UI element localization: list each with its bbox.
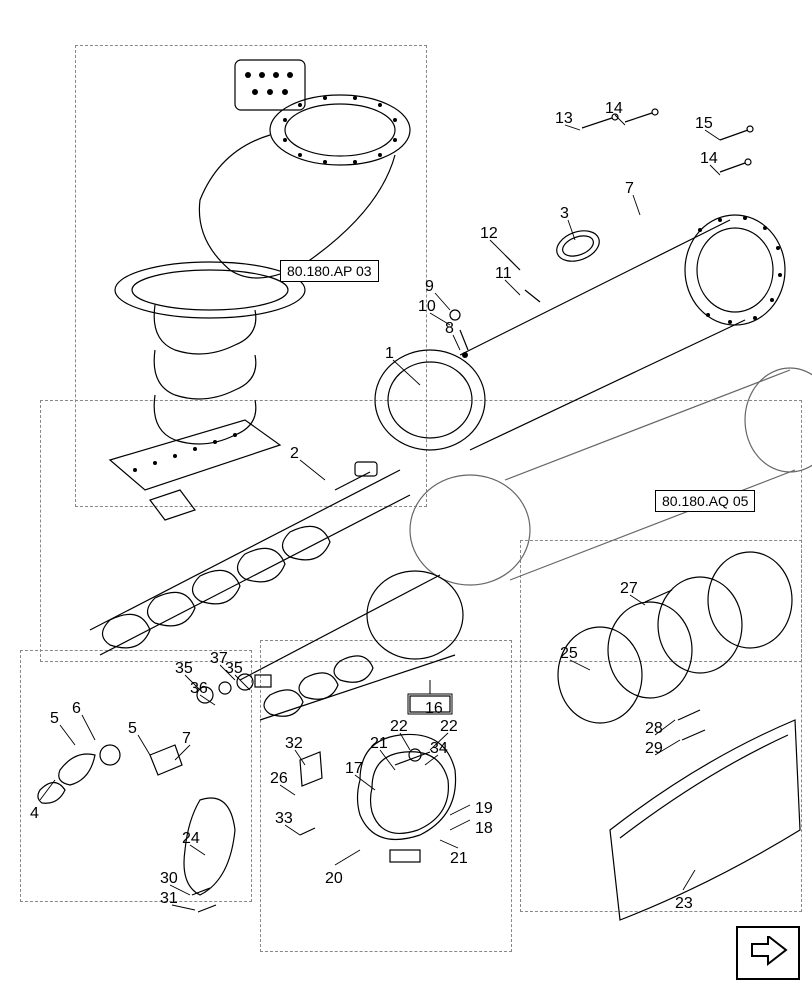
diagram-canvas: 1234556778910111213141415161718192021212… — [0, 0, 812, 1000]
bracket-16 — [0, 0, 812, 1000]
nav-next-icon[interactable] — [736, 926, 800, 980]
